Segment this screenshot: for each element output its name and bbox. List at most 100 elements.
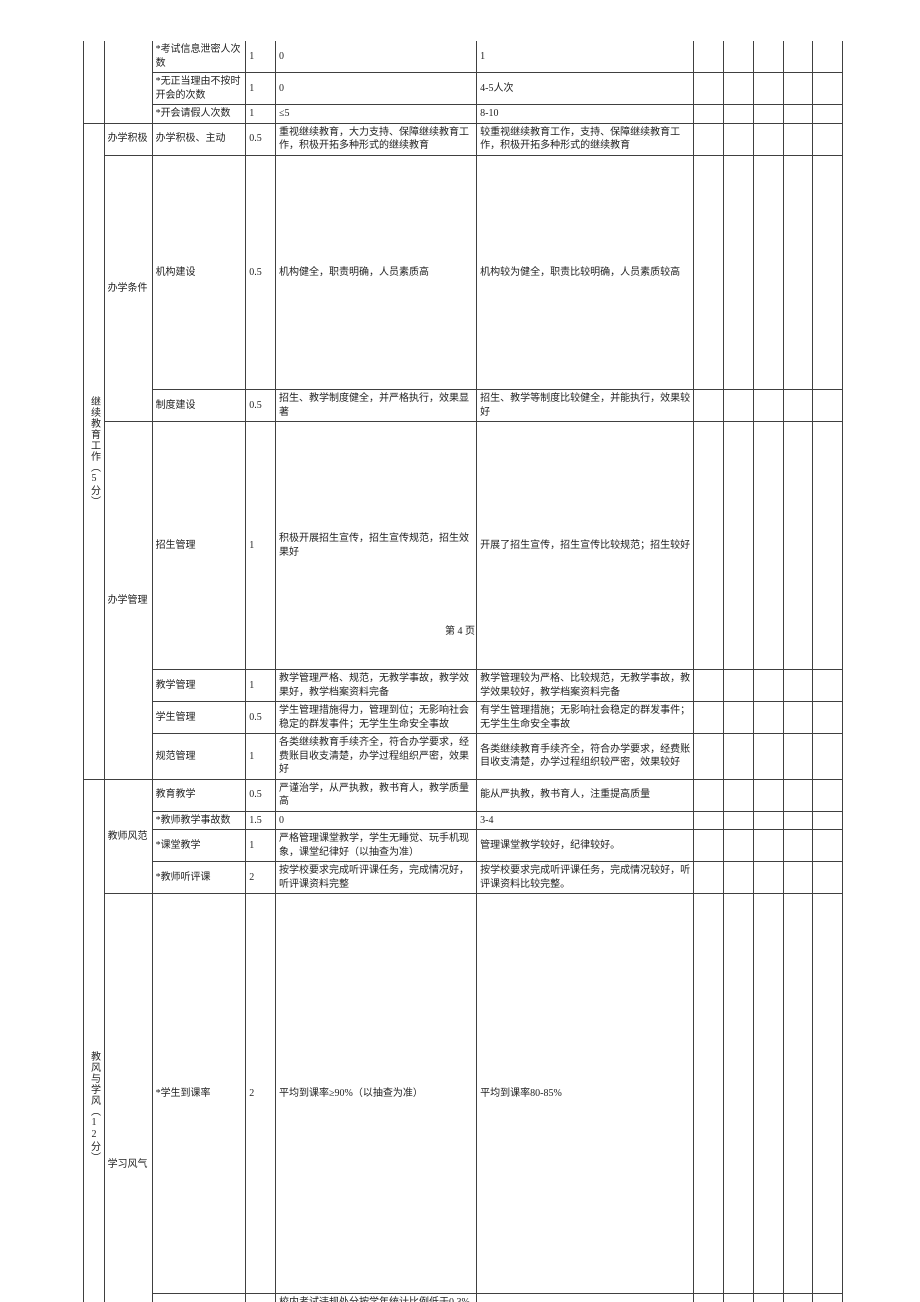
blank-cell <box>813 390 843 422</box>
blank-cell <box>753 105 783 124</box>
blank-cell <box>783 41 813 73</box>
blank-cell <box>813 670 843 702</box>
weight-cell: 0.5 <box>246 1294 276 1302</box>
desc-b-cell: 校内考试违规处分按学年统计比例为0.6%-1%（含）（以校学生处学生违规处理文件… <box>477 1294 694 1302</box>
desc-a-cell: 0 <box>276 811 477 830</box>
group-cell: 办学积极 <box>104 123 152 155</box>
blank-cell <box>753 390 783 422</box>
weight-cell: 2 <box>246 894 276 1294</box>
desc-a-cell: 按学校要求完成听评课任务，完成情况好，听评课资料完整 <box>276 862 477 894</box>
blank-cell <box>753 702 783 734</box>
blank-cell <box>753 894 783 1294</box>
weight-cell: 0.5 <box>246 123 276 155</box>
group-cell: 办学条件 <box>104 155 152 422</box>
blank-cell <box>813 105 843 124</box>
desc-b-cell: 教学管理较为严格、比较规范，无教学事故，教学效果较好，教学档案资料完备 <box>477 670 694 702</box>
desc-b-cell: 能从严执教，教书育人，注重提高质量 <box>477 779 694 811</box>
blank-cell <box>724 123 754 155</box>
blank-cell <box>813 1294 843 1302</box>
blank-cell <box>813 830 843 862</box>
blank-cell <box>783 811 813 830</box>
blank-cell <box>753 734 783 780</box>
blank-cell <box>753 862 783 894</box>
blank-cell <box>724 41 754 73</box>
blank-cell <box>813 155 843 390</box>
blank-cell <box>813 862 843 894</box>
desc-b-cell: 机构较为健全，职责比较明确，人员素质较高 <box>477 155 694 390</box>
blank-cell <box>783 155 813 390</box>
blank-cell <box>724 862 754 894</box>
desc-b-cell: 平均到课率80-85% <box>477 894 694 1294</box>
desc-a-cell: 招生、教学制度健全，并严格执行，效果显著 <box>276 390 477 422</box>
desc-a-cell: 平均到课率≥90%（以抽查为准） <box>276 894 477 1294</box>
blank-cell <box>694 41 724 73</box>
desc-a-cell: 严谨治学，从严执教，教书育人，教学质量高 <box>276 779 477 811</box>
desc-a-cell: 0 <box>276 41 477 73</box>
weight-cell: 0.5 <box>246 779 276 811</box>
blank-cell <box>724 73 754 105</box>
desc-a-cell: 严格管理课堂教学，学生无睡觉、玩手机现象，课堂纪律好（以抽查为准） <box>276 830 477 862</box>
desc-b-cell: 1 <box>477 41 694 73</box>
blank-cell <box>724 830 754 862</box>
blank-cell <box>694 390 724 422</box>
desc-b-cell: 管理课堂教学较好，纪律较好。 <box>477 830 694 862</box>
criteria-cell: *无正当理由不按时开会的次数 <box>152 73 246 105</box>
weight-cell: 0.5 <box>246 702 276 734</box>
group-cell <box>104 41 152 123</box>
blank-cell <box>694 702 724 734</box>
blank-cell <box>694 1294 724 1302</box>
blank-cell <box>724 702 754 734</box>
criteria-cell: 机构建设 <box>152 155 246 390</box>
blank-cell <box>694 894 724 1294</box>
blank-cell <box>724 155 754 390</box>
weight-cell: 1.5 <box>246 811 276 830</box>
weight-cell: 1 <box>246 41 276 73</box>
blank-cell <box>694 862 724 894</box>
desc-b-cell: 4-5人次 <box>477 73 694 105</box>
weight-cell: 1 <box>246 105 276 124</box>
blank-cell <box>753 670 783 702</box>
blank-cell <box>783 390 813 422</box>
weight-cell: 1 <box>246 670 276 702</box>
blank-cell <box>694 811 724 830</box>
criteria-cell: 制度建设 <box>152 390 246 422</box>
criteria-cell: *学生到课率 <box>152 894 246 1294</box>
criteria-cell: *教师听评课 <box>152 862 246 894</box>
desc-b-cell: 按学校要求完成听评课任务，完成情况较好，听评课资料比较完整。 <box>477 862 694 894</box>
blank-cell <box>813 734 843 780</box>
blank-cell <box>694 105 724 124</box>
blank-cell <box>783 734 813 780</box>
group-cell: 教师风范 <box>104 779 152 894</box>
desc-a-cell: 教学管理严格、规范，无教学事故，教学效果好，教学档案资料完备 <box>276 670 477 702</box>
desc-b-cell: 有学生管理措施；无影响社会稳定的群发事件；无学生生命安全事故 <box>477 702 694 734</box>
blank-cell <box>753 41 783 73</box>
desc-a-cell: ≤5 <box>276 105 477 124</box>
desc-b-cell: 3-4 <box>477 811 694 830</box>
blank-cell <box>783 862 813 894</box>
desc-b-cell: 较重视继续教育工作，支持、保障继续教育工作，积极开拓多种形式的继续教育 <box>477 123 694 155</box>
criteria-cell: *开会请假人次数 <box>152 105 246 124</box>
blank-cell <box>724 105 754 124</box>
blank-cell <box>783 702 813 734</box>
criteria-cell: *课堂教学 <box>152 830 246 862</box>
desc-b-cell: 招生、教学等制度比较健全，并能执行，效果较好 <box>477 390 694 422</box>
blank-cell <box>783 73 813 105</box>
blank-cell <box>694 830 724 862</box>
blank-cell <box>783 830 813 862</box>
blank-cell <box>813 811 843 830</box>
blank-cell <box>724 779 754 811</box>
blank-cell <box>783 779 813 811</box>
criteria-cell: 教学管理 <box>152 670 246 702</box>
blank-cell <box>753 811 783 830</box>
blank-cell <box>694 73 724 105</box>
cat-cell: 教风与学风（12分） <box>84 779 105 1302</box>
desc-a-cell: 重视继续教育，大力支持、保障继续教育工作，积极开拓多种形式的继续教育 <box>276 123 477 155</box>
blank-cell <box>694 155 724 390</box>
desc-b-cell: 各类继续教育手续齐全，符合办学要求，经费账目收支清楚，办学过程组织较严密，效果较… <box>477 734 694 780</box>
blank-cell <box>724 1294 754 1302</box>
blank-cell <box>724 894 754 1294</box>
blank-cell <box>694 779 724 811</box>
desc-a-cell: 学生管理措施得力，管理到位；无影响社会稳定的群发事件；无学生生命安全事故 <box>276 702 477 734</box>
criteria-cell: 规范管理 <box>152 734 246 780</box>
blank-cell <box>724 670 754 702</box>
